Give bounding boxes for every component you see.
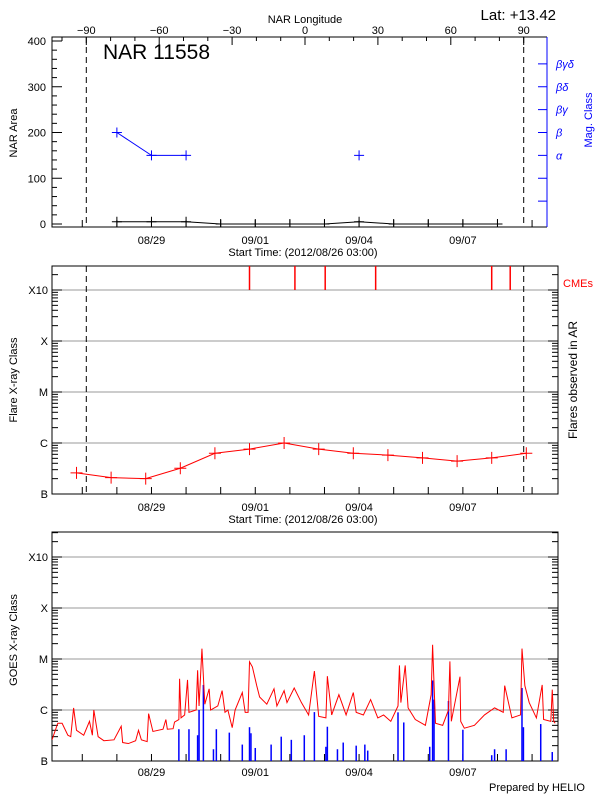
area-point: [181, 216, 192, 227]
area-line: [116, 221, 498, 225]
flare-class-point: [347, 447, 360, 460]
y2-tick-label: βδ: [555, 82, 569, 94]
flare-class-point: [416, 451, 429, 464]
x-tick-label: 09/07: [449, 235, 477, 247]
y2-tick-label: βγδ: [555, 59, 575, 71]
y-axis-label: GOES X-ray Class: [8, 594, 20, 686]
plot-frame: [51, 265, 559, 495]
y-tick-label: C: [40, 705, 48, 717]
y-axis-label: NAR Area: [8, 108, 20, 158]
mag-class-point: [181, 150, 192, 161]
area-point: [423, 219, 434, 227]
y-tick-label: 300: [28, 82, 46, 94]
y-tick-label: M: [39, 654, 48, 666]
credit-label: Prepared by HELIO: [489, 782, 585, 794]
goes-xray-panel: B C M X X10 08/29 09/01 09/04 09/07: [28, 531, 559, 779]
x-tick-label: 09/04: [345, 502, 373, 514]
flare-class-point: [139, 472, 152, 485]
y-tick-label: X10: [28, 285, 48, 297]
y-tick-label: X: [41, 336, 49, 348]
flare-class-panel: B C M X X10 08/29 09/01 09/04 09/07: [28, 265, 559, 514]
top-axis-tick-label: −60: [150, 25, 169, 37]
area-point: [215, 219, 226, 227]
x-tick-label: 09/01: [242, 235, 270, 247]
mag-class-point: [354, 150, 365, 161]
y2-tick-label: α: [556, 150, 563, 162]
top-axis-tick-label: −30: [223, 25, 242, 37]
top-axis-tick-label: 60: [445, 25, 457, 37]
top-axis-tick-label: 30: [372, 25, 384, 37]
area-point: [146, 216, 157, 227]
area-point: [354, 216, 365, 227]
x-tick-label: 09/01: [242, 502, 270, 514]
flare-class-line: [76, 442, 527, 480]
top-axis-label: NAR Longitude: [268, 14, 343, 26]
top-axis-tick-label: 90: [518, 25, 530, 37]
area-point: [250, 219, 261, 227]
y-tick-label: 0: [40, 219, 46, 231]
y-axis-label: Flare X-ray Class: [8, 337, 20, 422]
flare-class-point: [208, 447, 221, 460]
flare-class-point: [312, 443, 325, 456]
data-layer: [52, 644, 556, 761]
mag-class-line: [116, 132, 152, 156]
nar-area-panel: 0 100 200 300 400 −90 −60 −30 0 30 60 90 αβ βγ βδ βγδ 08…: [28, 25, 575, 247]
flare-class-point: [243, 443, 256, 456]
flare-class-point: [451, 455, 464, 468]
y2-axis-label: Mag. Class: [583, 92, 595, 148]
x-tick-label: 08/29: [138, 235, 166, 247]
x-tick-label: 09/04: [345, 767, 373, 779]
chart-title: NAR 11558: [103, 41, 210, 64]
top-axis-tick-label: −90: [77, 25, 96, 37]
x-axis-label: Start Time: (2012/08/26 03:00): [228, 247, 377, 259]
area-point: [319, 219, 330, 227]
data-layer: [70, 266, 533, 485]
y-tick-label: 200: [28, 128, 46, 140]
x-tick-label: 09/04: [345, 235, 373, 247]
x-tick-label: 09/07: [449, 502, 477, 514]
x-tick-label: 09/01: [242, 767, 270, 779]
area-point: [388, 219, 399, 227]
x-tick-label: 09/07: [449, 767, 477, 779]
flare-class-point: [278, 437, 291, 449]
flare-class-point: [485, 451, 498, 464]
y-tick-label: 100: [28, 173, 46, 185]
y2-axis-label: Flares observed in AR: [566, 321, 580, 439]
y-tick-label: X: [41, 603, 49, 615]
y-tick-label: C: [40, 438, 48, 450]
x-tick-label: 08/29: [138, 767, 166, 779]
y-tick-label: X10: [28, 552, 48, 564]
mag-class-point: [111, 127, 122, 138]
x-tick-label: 08/29: [138, 502, 166, 514]
cme-label: CMEs: [563, 278, 593, 290]
area-point: [111, 216, 122, 227]
flare-class-point: [174, 462, 187, 475]
flare-class-point: [520, 447, 533, 460]
y-tick-label: M: [39, 387, 48, 399]
latitude-label: Lat: +13.42: [481, 7, 556, 24]
area-point: [457, 219, 468, 227]
y2-tick-label: β: [555, 128, 563, 140]
area-point: [284, 219, 295, 227]
goes-flux-line: [52, 644, 556, 745]
area-point: [492, 219, 503, 227]
y-tick-label: B: [41, 489, 48, 501]
top-axis-tick-label: 0: [302, 25, 308, 37]
x-axis-label: Start Time: (2012/08/26 03:00): [228, 514, 377, 526]
y-tick-label: 400: [28, 36, 46, 48]
flare-class-point: [70, 466, 83, 479]
plot-frame: [51, 531, 559, 762]
plot-frame: [51, 36, 547, 228]
y-tick-label: B: [41, 756, 48, 768]
y2-tick-label: βγ: [555, 105, 569, 117]
flare-class-point: [381, 449, 394, 462]
flare-class-point: [105, 471, 118, 484]
mag-class-point: [146, 150, 157, 161]
data-layer: [111, 127, 503, 227]
